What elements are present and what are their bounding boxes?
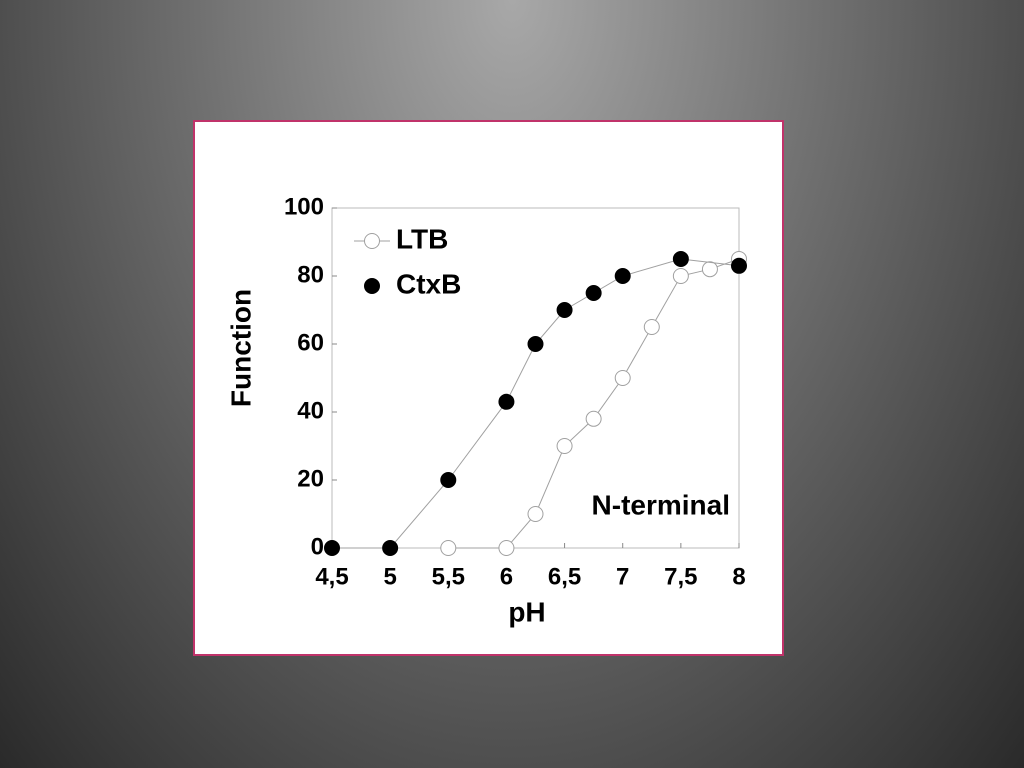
data-point	[440, 540, 457, 556]
data-point	[672, 251, 689, 267]
series-line	[332, 258, 740, 549]
data-point	[382, 540, 399, 556]
x-tick-label: 5	[383, 563, 396, 590]
x-tick-label: 5,5	[432, 563, 465, 590]
series-line	[448, 258, 740, 549]
legend-label: CtxB	[396, 268, 461, 299]
x-tick-label: 6	[500, 563, 513, 590]
y-tick-label: 100	[284, 193, 324, 220]
y-tick-label: 20	[297, 465, 324, 492]
y-tick-label: 0	[311, 533, 324, 560]
data-point	[701, 261, 718, 278]
data-point	[643, 319, 660, 335]
annotation: N-terminal	[592, 489, 730, 520]
data-point	[556, 438, 573, 454]
data-point	[527, 336, 544, 352]
x-tick-label: 7,5	[664, 563, 697, 590]
legend-marker	[364, 278, 380, 294]
y-tick-label: 60	[297, 329, 324, 356]
plot-frame	[331, 207, 740, 549]
data-point	[498, 540, 515, 556]
data-point	[498, 393, 515, 410]
y-axis-label: Function	[225, 289, 256, 407]
x-tick-label: 8	[732, 563, 745, 590]
data-point	[614, 268, 631, 284]
x-tick-label: 4,5	[315, 563, 348, 590]
data-point	[440, 472, 457, 488]
x-axis-label: pH	[508, 596, 545, 627]
y-tick-label: 80	[297, 261, 324, 288]
x-tick-label: 6,5	[548, 563, 581, 590]
chart-card	[193, 120, 784, 656]
data-point	[614, 370, 631, 386]
data-point	[672, 268, 689, 284]
legend-label: LTB	[396, 223, 448, 254]
data-point	[585, 410, 602, 427]
data-point	[556, 302, 573, 318]
legend-marker	[364, 233, 380, 249]
data-point	[731, 257, 747, 274]
y-tick-label: 40	[297, 397, 324, 424]
x-tick-label: 7	[616, 563, 629, 590]
data-point	[585, 285, 602, 301]
data-point	[324, 540, 340, 556]
data-point	[527, 506, 544, 522]
